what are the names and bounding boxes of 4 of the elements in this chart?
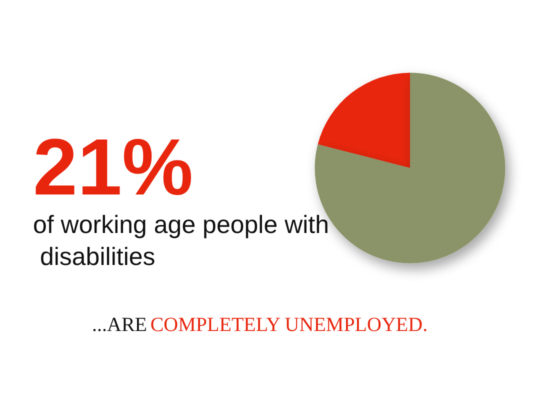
text: COMPLETELY UNEMPLOYED. [150, 314, 428, 336]
text: ...ARE [92, 314, 147, 336]
text: 21% [33, 122, 194, 212]
text: of working age people with disabilities [33, 211, 330, 271]
